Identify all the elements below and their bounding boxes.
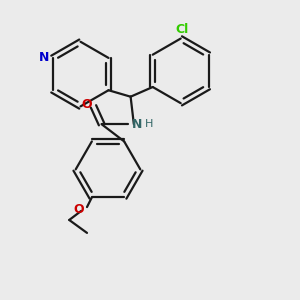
Text: N: N [132, 118, 142, 131]
Text: Cl: Cl [176, 23, 189, 36]
Text: N: N [39, 51, 50, 64]
Text: O: O [74, 203, 84, 216]
Text: O: O [81, 98, 92, 111]
Text: H: H [145, 119, 154, 129]
